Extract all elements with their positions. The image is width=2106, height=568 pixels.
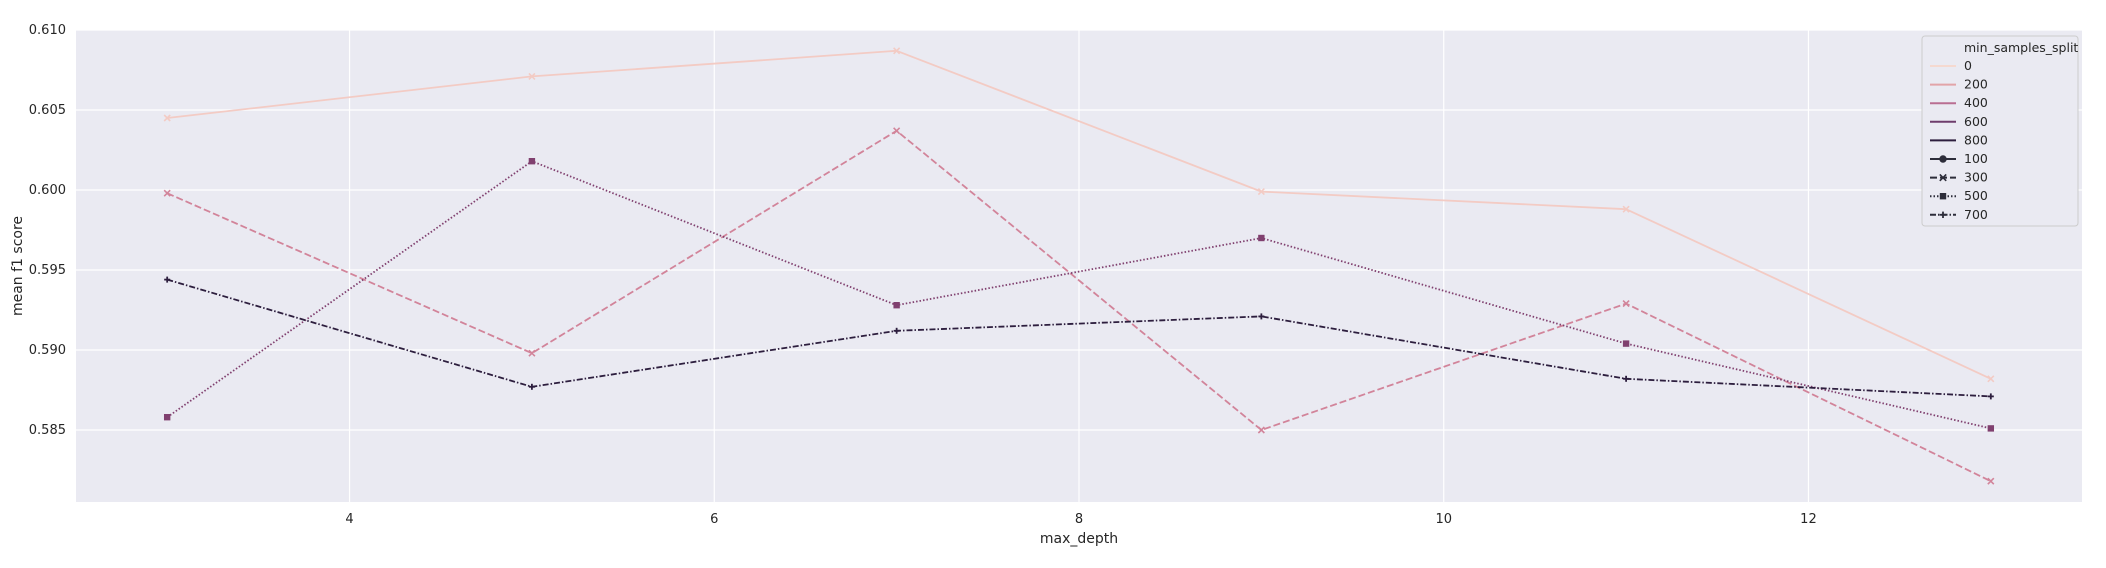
data-point	[164, 276, 171, 283]
data-point	[1987, 393, 1994, 400]
data-point	[528, 158, 536, 165]
legend-hue-400: 400	[1930, 95, 1988, 110]
legend: min_samples_split 0 200 400 600 800 100 300 500…	[1921, 35, 2079, 227]
y-tick-label: 0.585	[29, 423, 66, 438]
data-point	[163, 114, 171, 122]
legend-hue-200: 200	[1930, 77, 1988, 92]
data-point	[528, 72, 536, 80]
data-point	[1622, 300, 1630, 308]
legend-label: 200	[1964, 77, 1988, 92]
legend-marker	[1939, 173, 1947, 182]
legend-hue-0: 0	[1930, 58, 1972, 73]
series-line-700	[166, 278, 1991, 398]
data-point	[1258, 313, 1265, 320]
series-300	[163, 127, 1995, 485]
data-point	[1622, 205, 1630, 213]
y-tick-label: 0.600	[29, 183, 66, 198]
series-700	[164, 276, 1994, 400]
series-100	[163, 47, 1995, 383]
legend-label: 700	[1964, 207, 1988, 222]
y-axis-label: mean f1 score	[10, 216, 26, 316]
x-axis-label: max_depth	[1040, 531, 1118, 547]
legend-label: 400	[1964, 95, 1988, 110]
data-point	[1622, 340, 1630, 347]
y-tick-label: 0.590	[29, 343, 66, 358]
series-line-300	[166, 129, 1992, 483]
legend-marker	[1939, 155, 1947, 163]
legend-marker	[1939, 211, 1947, 218]
data-point	[528, 383, 535, 390]
x-tick-label: 10	[1435, 512, 1452, 527]
data-point	[1258, 234, 1265, 242]
data-point	[1987, 425, 1995, 432]
y-tick-label: 0.610	[29, 23, 66, 38]
legend-items: 0 200 400 600 800 100 300 500 700	[1930, 58, 1988, 222]
data-point	[893, 302, 900, 309]
x-tick-label: 8	[1075, 512, 1083, 527]
data-point	[1987, 477, 1995, 485]
series-lines	[163, 47, 1995, 485]
series-line-500	[166, 160, 1992, 430]
legend-style-300: 300	[1930, 170, 1988, 185]
x-tick-label: 12	[1800, 512, 1817, 527]
legend-hue-800: 800	[1930, 132, 1988, 147]
legend-label: 100	[1964, 151, 1988, 166]
legend-hue-600: 600	[1930, 114, 1988, 129]
legend-label: 300	[1964, 170, 1988, 185]
data-point	[1257, 426, 1265, 434]
data-point	[893, 127, 901, 135]
data-point	[1257, 188, 1265, 196]
y-tick-labels: 0.585 0.590 0.595 0.600 0.605 0.610	[29, 23, 66, 438]
series-500	[163, 158, 1995, 432]
legend-label: 500	[1964, 188, 1988, 203]
data-point	[893, 327, 900, 334]
data-point	[163, 189, 171, 197]
legend-label: 0	[1964, 58, 1972, 73]
legend-style-100: 100	[1930, 151, 1988, 166]
data-point	[1623, 375, 1630, 382]
legend-marker	[1939, 193, 1947, 200]
x-tick-label: 4	[345, 512, 353, 527]
x-tick-label: 6	[710, 512, 718, 527]
data-point	[163, 414, 171, 421]
x-tick-labels: 4 6 8 10 12	[345, 512, 1816, 527]
legend-box	[1921, 35, 2079, 227]
data-point	[1987, 375, 1995, 383]
series-line-100	[167, 49, 1992, 380]
data-point	[528, 349, 536, 357]
y-tick-label: 0.595	[29, 263, 66, 278]
legend-label: 800	[1964, 132, 1988, 147]
grid	[76, 29, 2082, 502]
data-point	[893, 47, 901, 55]
legend-style-500: 500	[1930, 188, 1988, 203]
legend-title: min_samples_split	[1964, 40, 2078, 55]
y-tick-label: 0.605	[29, 103, 66, 118]
legend-style-700: 700	[1930, 207, 1988, 222]
legend-label: 600	[1964, 114, 1988, 129]
